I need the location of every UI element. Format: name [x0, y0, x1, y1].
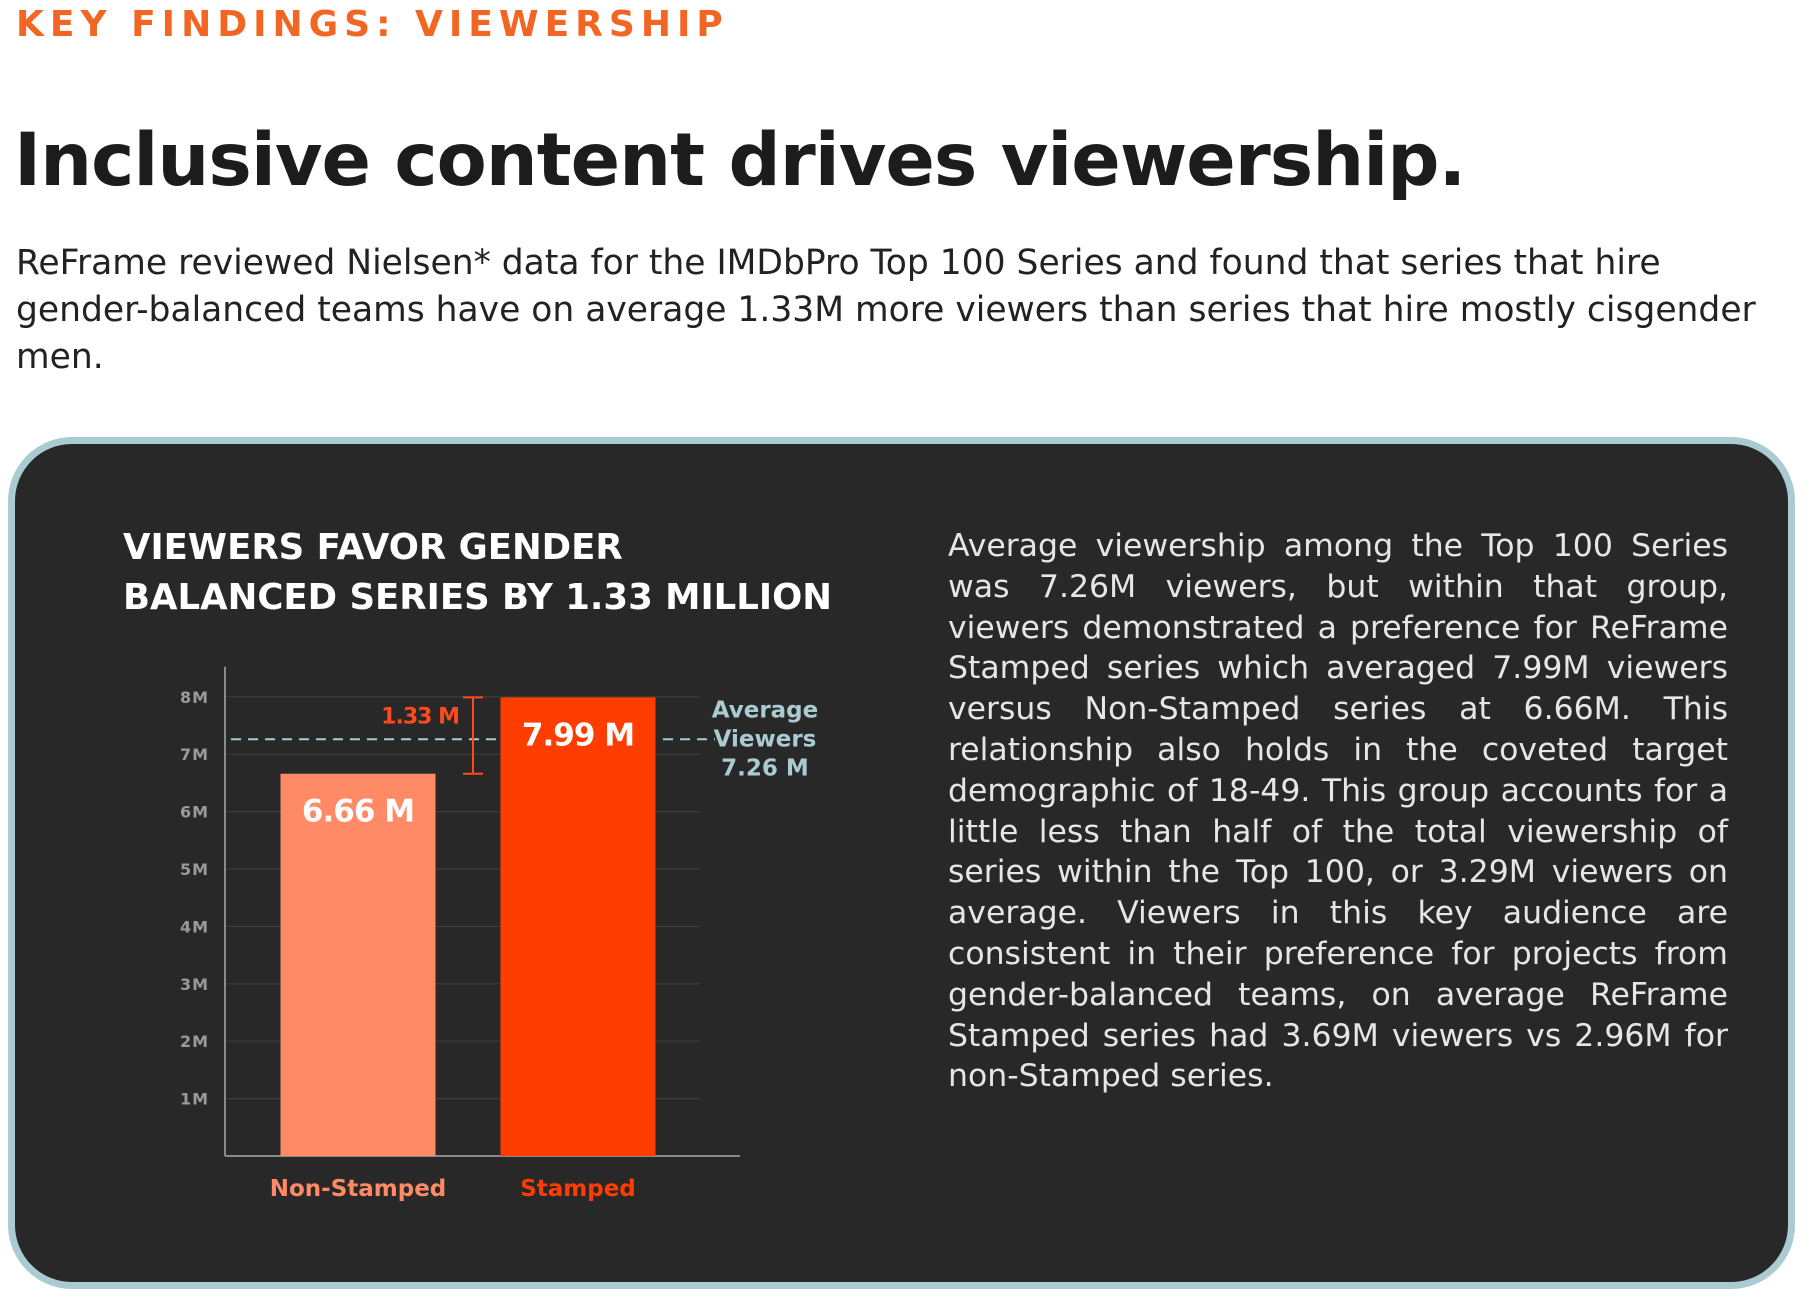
y-tick-label: 8M [180, 688, 209, 707]
difference-label: 1.33 M [381, 704, 459, 729]
page-headline: Inclusive content drives viewership. [14, 118, 1466, 203]
y-tick-label: 4M [180, 917, 209, 936]
findings-body-text: Average viewership among the Top 100 Ser… [948, 528, 1728, 1095]
category-label: Non-Stamped [270, 1176, 447, 1202]
y-tick-label: 6M [180, 803, 209, 822]
average-label: Viewers [714, 726, 817, 752]
bar-non-stamped [280, 773, 436, 1156]
y-tick-label: 5M [180, 860, 209, 879]
chart-title: VIEWERS FAVOR GENDER BALANCED SERIES BY … [123, 527, 833, 618]
average-label: 7.26 M [721, 755, 809, 781]
y-tick-label: 7M [180, 745, 209, 764]
intro-paragraph: ReFrame reviewed Nielsen* data for the I… [16, 243, 1756, 377]
average-label: Average [712, 697, 819, 723]
findings-panel: VIEWERS FAVOR GENDER BALANCED SERIES BY … [8, 437, 1795, 1289]
bar-value-label: 7.99 M [522, 717, 634, 753]
category-label: Stamped [520, 1176, 636, 1202]
section-kicker: KEY FINDINGS: VIEWERSHIP [16, 4, 729, 45]
bar-stamped [500, 697, 656, 1156]
y-tick-label: 1M [180, 1090, 209, 1109]
bar-value-label: 6.66 M [302, 794, 414, 830]
y-tick-label: 2M [180, 1032, 209, 1051]
y-tick-label: 3M [180, 975, 209, 994]
